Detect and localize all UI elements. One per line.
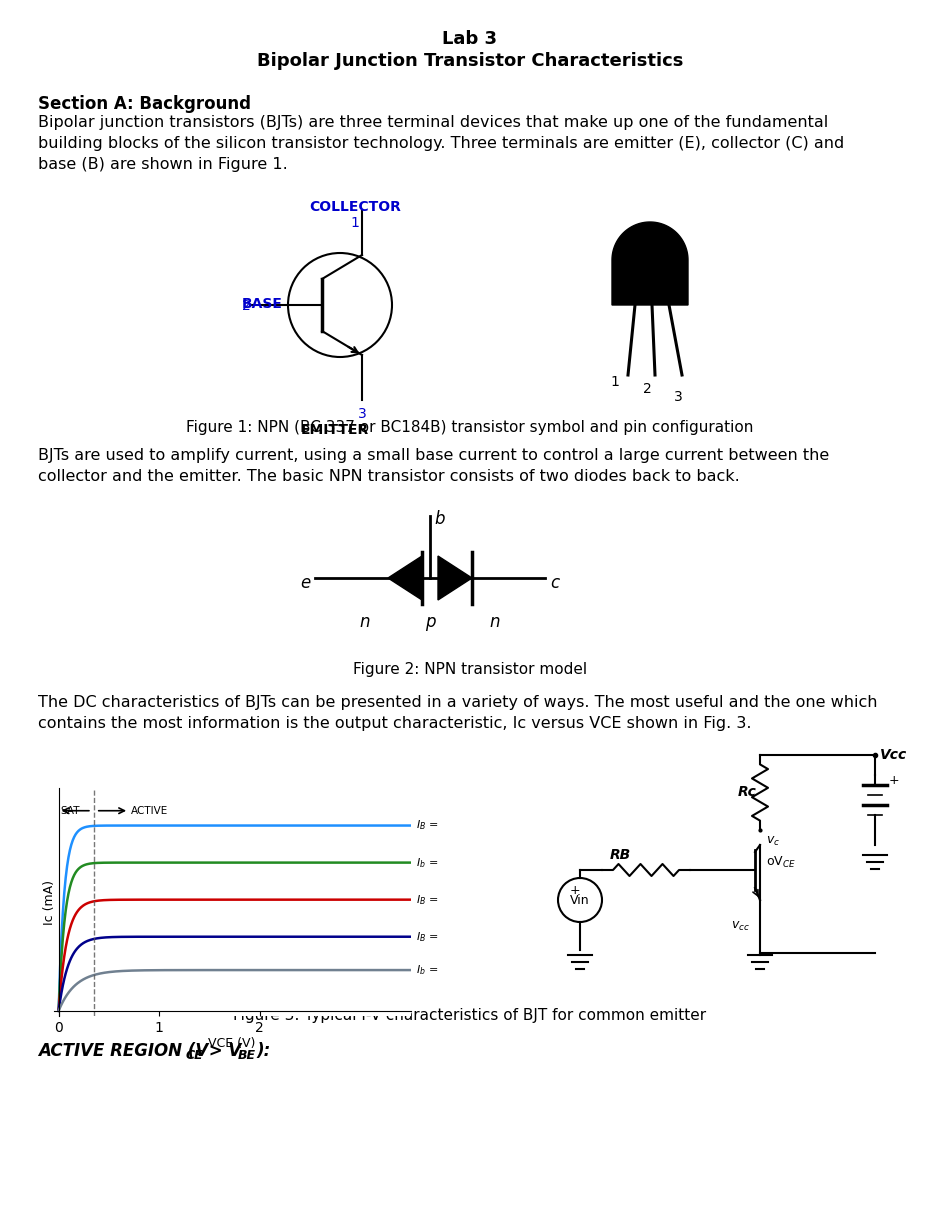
Text: $I_B$ =: $I_B$ = <box>415 893 438 907</box>
Text: contains the most information is the output characteristic, Ic versus VCE shown : contains the most information is the out… <box>38 716 751 731</box>
Polygon shape <box>438 556 472 600</box>
Text: 3: 3 <box>674 391 682 404</box>
Text: $I_b$ =: $I_b$ = <box>415 963 438 977</box>
Text: COLLECTOR: COLLECTOR <box>309 200 401 214</box>
Text: +: + <box>570 883 580 897</box>
Text: p: p <box>425 614 435 631</box>
Text: CE: CE <box>186 1048 204 1062</box>
Text: Section A: Background: Section A: Background <box>38 95 251 113</box>
Text: e: e <box>300 574 310 593</box>
Text: Vcc: Vcc <box>880 748 907 763</box>
Text: base (B) are shown in Figure 1.: base (B) are shown in Figure 1. <box>38 156 288 172</box>
Text: 2: 2 <box>643 382 651 395</box>
Text: ACTIVE REGION (V: ACTIVE REGION (V <box>38 1042 209 1060</box>
Text: Bipolar Junction Transistor Characteristics: Bipolar Junction Transistor Characterist… <box>257 52 683 70</box>
Text: > V: > V <box>203 1042 242 1060</box>
Text: n: n <box>360 614 370 631</box>
Text: Figure 1: NPN (BC 337 or BC184B) transistor symbol and pin configuration: Figure 1: NPN (BC 337 or BC184B) transis… <box>186 420 754 435</box>
Text: Bipolar junction transistors (BJTs) are three terminal devices that make up one : Bipolar junction transistors (BJTs) are … <box>38 115 828 131</box>
Text: EMITTER: EMITTER <box>301 423 369 437</box>
Text: ACTIVE: ACTIVE <box>131 806 168 816</box>
Text: Lab 3: Lab 3 <box>443 30 497 48</box>
Text: collector and the emitter. The basic NPN transistor consists of two diodes back : collector and the emitter. The basic NPN… <box>38 469 740 484</box>
Text: $I_B$ =: $I_B$ = <box>415 930 438 944</box>
Text: n: n <box>490 614 500 631</box>
Text: b: b <box>434 510 445 529</box>
Text: The DC characteristics of BJTs can be presented in a variety of ways. The most u: The DC characteristics of BJTs can be pr… <box>38 695 878 710</box>
Text: SAT: SAT <box>60 806 80 816</box>
Text: $v_{cc}$: $v_{cc}$ <box>730 920 749 933</box>
Text: building blocks of the silicon transistor technology. Three terminals are emitte: building blocks of the silicon transisto… <box>38 136 844 152</box>
Text: c: c <box>550 574 559 593</box>
X-axis label: VCE (V): VCE (V) <box>209 1037 256 1051</box>
Text: BE: BE <box>238 1048 256 1062</box>
Text: $I_b$ =: $I_b$ = <box>415 856 438 870</box>
Text: Rc: Rc <box>738 785 757 800</box>
Text: oV$_{CE}$: oV$_{CE}$ <box>766 855 796 870</box>
Text: ):: ): <box>256 1042 271 1060</box>
Polygon shape <box>612 222 688 306</box>
Text: $v_c$: $v_c$ <box>766 835 780 848</box>
Text: 3: 3 <box>357 407 367 421</box>
Text: $I_B$ =: $I_B$ = <box>415 818 438 833</box>
Text: 1: 1 <box>611 375 619 389</box>
Text: Figure 2: NPN transistor model: Figure 2: NPN transistor model <box>352 662 588 678</box>
Text: 2: 2 <box>242 299 251 313</box>
Text: RB: RB <box>610 848 632 862</box>
Polygon shape <box>388 556 422 600</box>
Text: BASE: BASE <box>242 297 283 310</box>
Text: Vin: Vin <box>571 893 589 907</box>
Y-axis label: Ic (mA): Ic (mA) <box>43 880 55 925</box>
Text: 1: 1 <box>351 216 359 230</box>
Text: +: + <box>889 774 900 786</box>
Text: Figure 3: Typical I-V characteristics of BJT for common emitter: Figure 3: Typical I-V characteristics of… <box>233 1008 707 1023</box>
Text: BJTs are used to amplify current, using a small base current to control a large : BJTs are used to amplify current, using … <box>38 448 829 463</box>
